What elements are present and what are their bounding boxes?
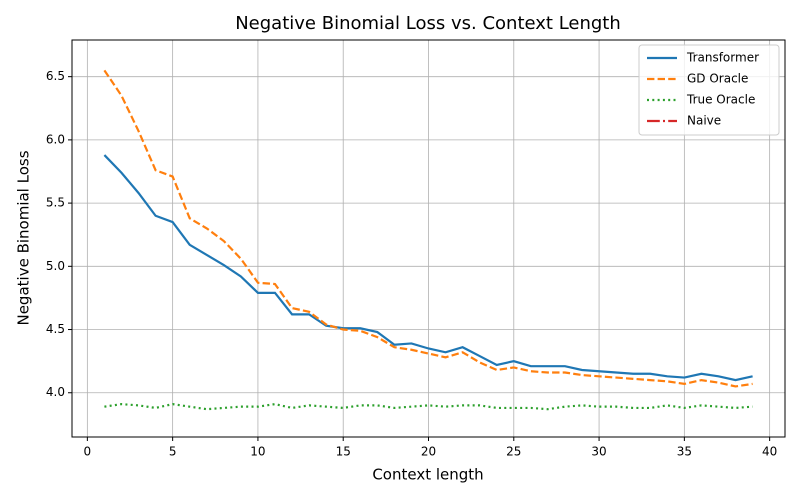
plot-frame <box>71 39 786 438</box>
y-tick-label: 4.0 <box>46 385 65 399</box>
y-tick-label: 4.5 <box>46 322 65 336</box>
x-tick-label: 5 <box>169 445 177 459</box>
x-axis-label: Context length <box>372 466 483 484</box>
y-tick-label: 5.0 <box>46 259 65 273</box>
y-tick-label: 6.5 <box>46 69 65 83</box>
x-tick-label: 25 <box>506 445 521 459</box>
x-tick-label: 35 <box>677 445 692 459</box>
y-tick-label: 6.0 <box>46 132 65 146</box>
x-tick-label: 20 <box>421 445 436 459</box>
legend-box <box>638 44 780 136</box>
x-tick-label: 15 <box>336 445 351 459</box>
y-axis-label: Negative Binomial Loss <box>15 150 33 325</box>
x-tick-label: 10 <box>250 445 265 459</box>
legend-label: True Oracle <box>686 93 755 107</box>
x-tick-label: 30 <box>591 445 606 459</box>
x-tick-label: 40 <box>762 445 777 459</box>
line-series <box>103 69 753 388</box>
chart-title: Negative Binomial Loss vs. Context Lengt… <box>235 13 621 34</box>
legend-label: Transformer <box>686 51 759 65</box>
legend-label: GD Oracle <box>687 72 748 86</box>
y-tick-label: 5.5 <box>46 196 65 210</box>
line-series <box>103 154 753 382</box>
legend-label: Naive <box>687 114 721 128</box>
x-tick-label: 0 <box>84 445 92 459</box>
